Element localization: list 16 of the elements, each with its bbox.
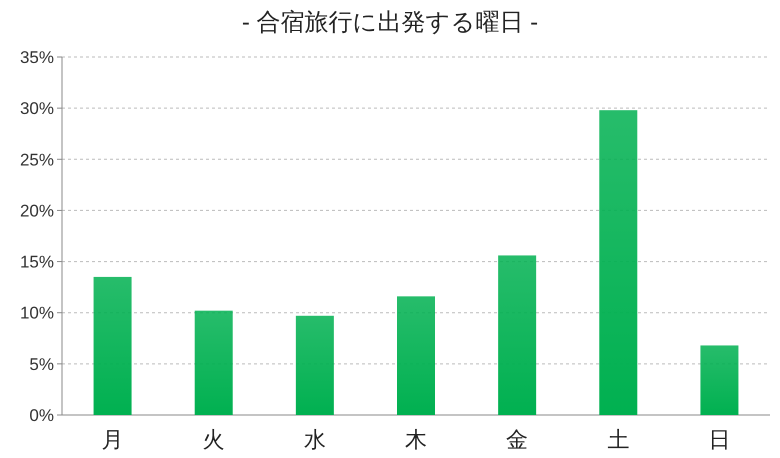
x-tick-label: 土 <box>607 427 630 452</box>
x-tick-label: 日 <box>708 427 730 452</box>
x-tick-label: 金 <box>506 427 528 452</box>
y-tick-label: 20% <box>20 201 54 220</box>
y-tick-label: 35% <box>20 48 54 67</box>
y-tick-label: 25% <box>20 150 54 170</box>
x-tick-label: 火 <box>202 427 225 452</box>
y-tick-label: 15% <box>20 252 54 272</box>
y-tick-label: 30% <box>20 99 54 118</box>
y-tick-label: 10% <box>20 304 54 323</box>
x-tick-label: 木 <box>405 427 427 452</box>
x-tick-label: 水 <box>304 427 326 452</box>
chart-title: - 合宿旅行に出発する曜日 - <box>242 9 538 36</box>
y-tick-label: 0% <box>29 406 54 425</box>
x-tick-label: 月 <box>102 427 124 452</box>
y-tick-label: 5% <box>29 354 54 374</box>
